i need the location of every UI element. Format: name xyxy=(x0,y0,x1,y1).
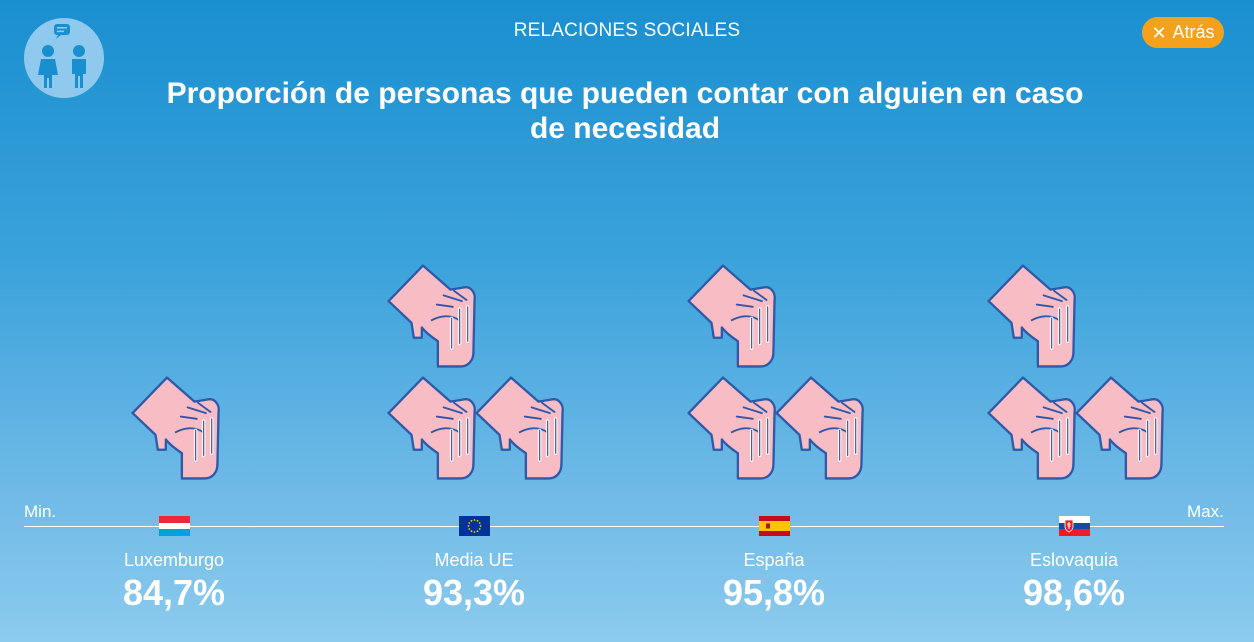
country-name: Luxemburgo xyxy=(123,550,225,570)
country-group-media-ue: Media UE 93,3% xyxy=(324,240,624,630)
eu-flag xyxy=(459,516,490,536)
hand-icon xyxy=(686,263,777,369)
country-value: 93,3% xyxy=(422,572,526,613)
country-group-eslovaquia: Eslovaquia 98,6% xyxy=(924,240,1224,630)
hand-icon xyxy=(774,375,865,481)
chart-title: Proporción de personas que pueden contar… xyxy=(166,77,1084,145)
country-name: Eslovaquia xyxy=(1029,550,1119,570)
hand-icon xyxy=(130,375,221,481)
relationships-logo xyxy=(24,18,104,98)
axis-line xyxy=(24,526,1224,527)
hand-icon xyxy=(474,375,565,481)
country-name: Media UE xyxy=(434,550,514,570)
spain-flag xyxy=(759,516,790,536)
close-icon: ✕ xyxy=(1151,22,1167,43)
luxembourg-flag xyxy=(159,516,190,536)
axis-max-label: Max. xyxy=(1187,502,1224,521)
country-group-espana: España 95,8% xyxy=(624,240,924,630)
section-title: RELACIONES SOCIALES xyxy=(513,20,741,41)
axis-min-label: Min. xyxy=(24,502,57,521)
country-value: 84,7% xyxy=(122,572,226,613)
country-value: 98,6% xyxy=(1022,572,1126,613)
back-button[interactable]: ✕ Atrás xyxy=(1142,17,1224,48)
country-value: 95,8% xyxy=(722,572,826,613)
country-group-luxemburgo: Luxemburgo 84,7% xyxy=(24,240,324,630)
hand-icon xyxy=(686,375,777,481)
hand-icon xyxy=(986,263,1077,369)
country-name: España xyxy=(743,550,805,570)
hand-icon xyxy=(386,375,477,481)
two-people-icon xyxy=(38,24,86,88)
back-button-label: Atrás xyxy=(1172,22,1215,42)
hand-icon xyxy=(1074,375,1165,481)
slovakia-flag xyxy=(1059,516,1090,536)
hand-icon xyxy=(986,375,1077,481)
hand-icon xyxy=(386,263,477,369)
